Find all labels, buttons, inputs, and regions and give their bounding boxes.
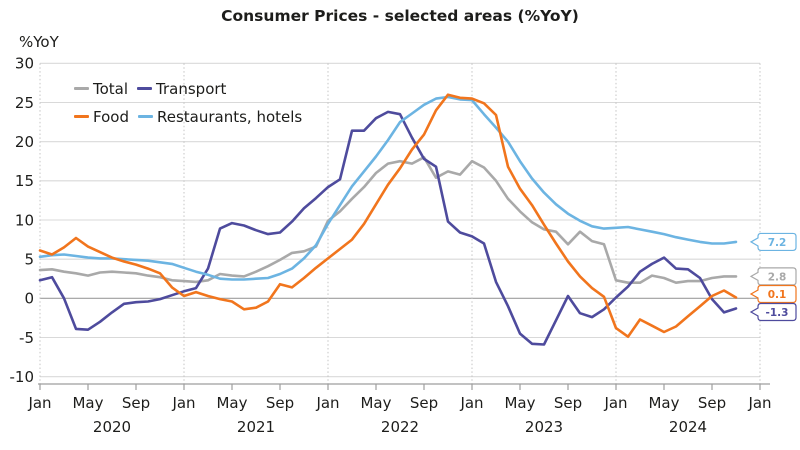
legend-dash-icon xyxy=(74,87,89,90)
series-line-restaurants-hotels xyxy=(38,95,738,281)
legend-item: Restaurants, hotels xyxy=(137,108,303,126)
x-month-label: Sep xyxy=(266,394,294,412)
x-month-label: May xyxy=(648,394,679,412)
y-tick-label: 5 xyxy=(24,250,34,268)
y-tick-label: 25 xyxy=(15,94,34,112)
x-month-label: Sep xyxy=(554,394,582,412)
legend-label: Total xyxy=(93,80,129,98)
end-label-box-restaurants-hotels xyxy=(749,232,797,252)
legend-row: Food Restaurants, hotels xyxy=(74,103,311,131)
x-year-label: 2024 xyxy=(669,418,707,436)
x-month-label: Sep xyxy=(698,394,726,412)
series-line-transport xyxy=(38,110,738,346)
x-year-label: 2020 xyxy=(93,418,131,436)
legend-item: Food xyxy=(74,108,129,126)
x-month-label: Sep xyxy=(410,394,438,412)
legend: Total Transport Food Restaurants, hotels xyxy=(74,75,311,131)
x-month-label: Jan xyxy=(459,394,483,412)
end-label-box-transport xyxy=(749,302,797,322)
legend-dash-icon xyxy=(137,115,153,118)
end-label-transport: -1.3 xyxy=(766,307,789,319)
x-year-label: 2023 xyxy=(525,418,563,436)
legend-dash-icon xyxy=(74,115,89,118)
chart-title: Consumer Prices - selected areas (%YoY) xyxy=(221,7,579,25)
x-month-label: Jan xyxy=(747,394,771,412)
legend-row: Total Transport xyxy=(74,75,311,103)
y-tick-label: -5 xyxy=(19,329,34,347)
legend-item: Transport xyxy=(137,80,226,98)
end-label-box-total xyxy=(749,267,797,286)
y-tick-label: 30 xyxy=(15,55,34,73)
x-month-label: Jan xyxy=(603,394,627,412)
x-month-label: May xyxy=(72,394,103,412)
end-label-total: 2.8 xyxy=(768,271,787,283)
x-year-label: 2022 xyxy=(381,418,419,436)
x-year-label: 2021 xyxy=(237,418,275,436)
legend-label: Restaurants, hotels xyxy=(156,108,303,126)
x-month-label: May xyxy=(360,394,391,412)
x-month-label: Jan xyxy=(27,394,51,412)
end-label-box-food xyxy=(749,284,797,304)
legend-dash-icon xyxy=(137,87,153,90)
legend-item: Total xyxy=(74,80,128,98)
end-label-food: 0.1 xyxy=(768,289,787,301)
x-month-label: Jan xyxy=(315,394,339,412)
y-axis-label: %YoY xyxy=(19,33,59,51)
series-line-total xyxy=(38,156,738,285)
x-month-label: May xyxy=(216,394,247,412)
x-month-label: Jan xyxy=(171,394,195,412)
series-line-food xyxy=(38,93,738,339)
legend-label: Food xyxy=(93,108,129,126)
end-label-restaurants-hotels: 7.2 xyxy=(768,237,787,249)
y-tick-label: 20 xyxy=(15,133,34,151)
y-tick-label: -10 xyxy=(10,368,35,386)
y-tick-label: 10 xyxy=(15,211,34,229)
y-tick-label: 0 xyxy=(24,290,34,308)
x-month-label: May xyxy=(504,394,535,412)
legend-label: Transport xyxy=(156,80,227,98)
y-tick-label: 15 xyxy=(15,172,34,190)
x-month-label: Sep xyxy=(122,394,150,412)
